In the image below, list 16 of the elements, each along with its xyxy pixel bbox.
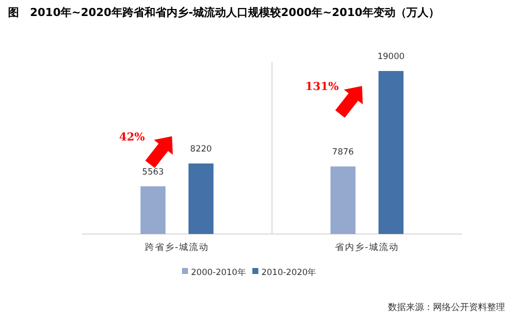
chart-title: 图 2010年~2020年跨省和省内乡-城流动人口规模较2000年~2010年变动（万人） — [8, 6, 440, 19]
source-note: 数据来源：网络公开资料整理 — [388, 302, 505, 313]
legend-label: 2000-2010年 — [191, 267, 246, 278]
bar — [188, 163, 214, 234]
bar — [330, 166, 356, 234]
data-label: 8220 — [190, 144, 212, 154]
data-label: 7876 — [332, 147, 354, 158]
x-tick-label: 省内乡-城流动 — [334, 242, 400, 253]
data-label: 5563 — [142, 167, 164, 178]
x-tick-label: 跨省乡-城流动 — [144, 242, 210, 253]
bar — [140, 186, 166, 234]
annotation: 131% — [305, 80, 340, 93]
data-label: 19000 — [377, 52, 405, 62]
legend-label: 2010-2020年 — [261, 267, 317, 278]
bar — [378, 71, 404, 234]
annotation: 42% — [119, 130, 146, 144]
